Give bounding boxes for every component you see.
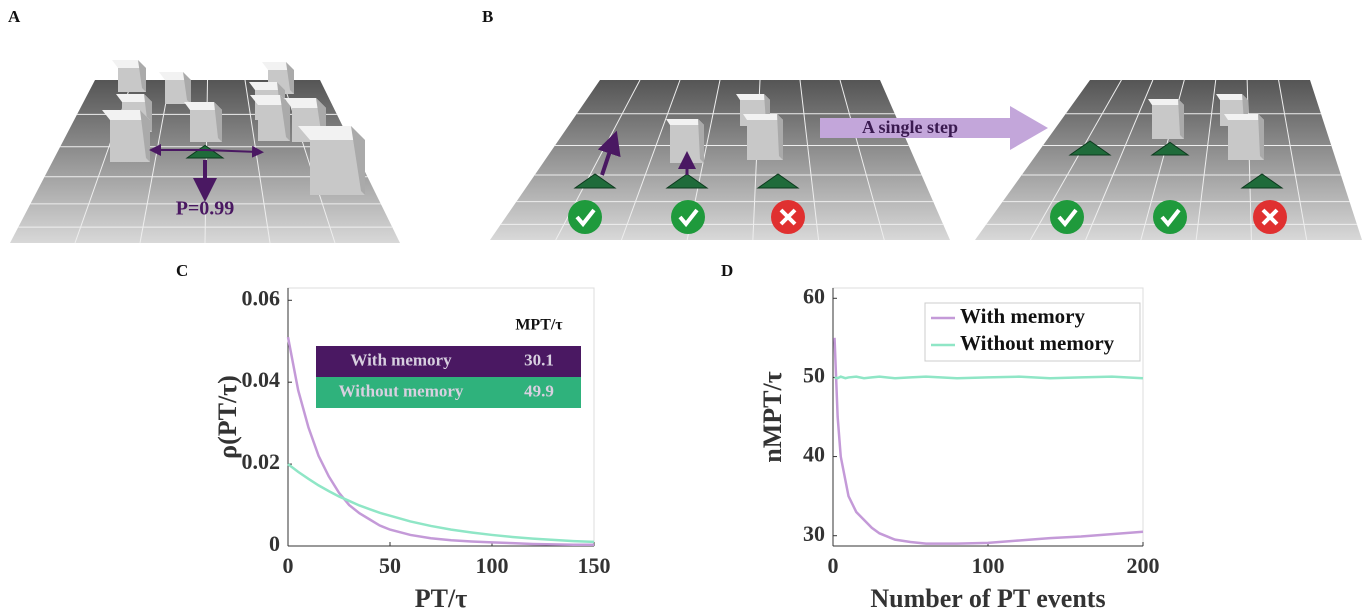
x-tick-label: 100 (972, 553, 1005, 578)
y-tick-label: 0 (269, 531, 280, 556)
x-tick-label: 100 (476, 553, 509, 578)
step-label: A single step (862, 117, 958, 137)
x-axis-label: Number of PT events (870, 584, 1105, 613)
check-icon (1050, 200, 1084, 234)
x-tick-label: 0 (828, 553, 839, 578)
x-tick-label: 200 (1127, 553, 1160, 578)
x-tick-label: 150 (578, 553, 611, 578)
check-icon (1153, 200, 1187, 234)
panel-label: B (482, 7, 493, 26)
panel-label: C (176, 261, 188, 280)
y-tick-label: 0.04 (242, 367, 281, 392)
y-axis-label: ρ(PT/τ) (213, 375, 242, 459)
series-line (835, 377, 1143, 379)
cube-top (743, 114, 783, 120)
panel-label: A (8, 7, 21, 26)
table-cell: 49.9 (524, 381, 554, 400)
x-tick-label: 0 (283, 553, 294, 578)
legend-label: Without memory (960, 331, 1115, 355)
legend-label: With memory (960, 304, 1086, 328)
probability-label: P=0.99 (176, 198, 235, 220)
figure: A B A single step P=0.99 C 0 50 100 150 0 0.02… (0, 0, 1369, 614)
check-icon (671, 200, 705, 234)
x-tick-label: 50 (379, 553, 401, 578)
y-tick-label: 0.06 (242, 285, 281, 310)
cube-top (1224, 114, 1264, 120)
y-tick-label: 50 (803, 362, 825, 387)
floor (490, 80, 950, 240)
table-header: MPT/τ (515, 317, 563, 334)
series-line (835, 338, 1143, 544)
panel-label: D (721, 261, 733, 280)
y-axis-label: nMPT/τ (758, 371, 787, 462)
y-tick-label: 60 (803, 283, 825, 308)
check-icon (568, 200, 602, 234)
table-cell: With memory (350, 350, 452, 369)
x-axis-label: PT/τ (415, 584, 467, 613)
y-tick-label: 40 (803, 442, 825, 467)
series-line (288, 464, 594, 542)
table-cell: Without memory (339, 381, 464, 400)
y-tick-label: 0.02 (242, 449, 281, 474)
y-tick-label: 30 (803, 521, 825, 546)
table-cell: 30.1 (524, 350, 554, 369)
